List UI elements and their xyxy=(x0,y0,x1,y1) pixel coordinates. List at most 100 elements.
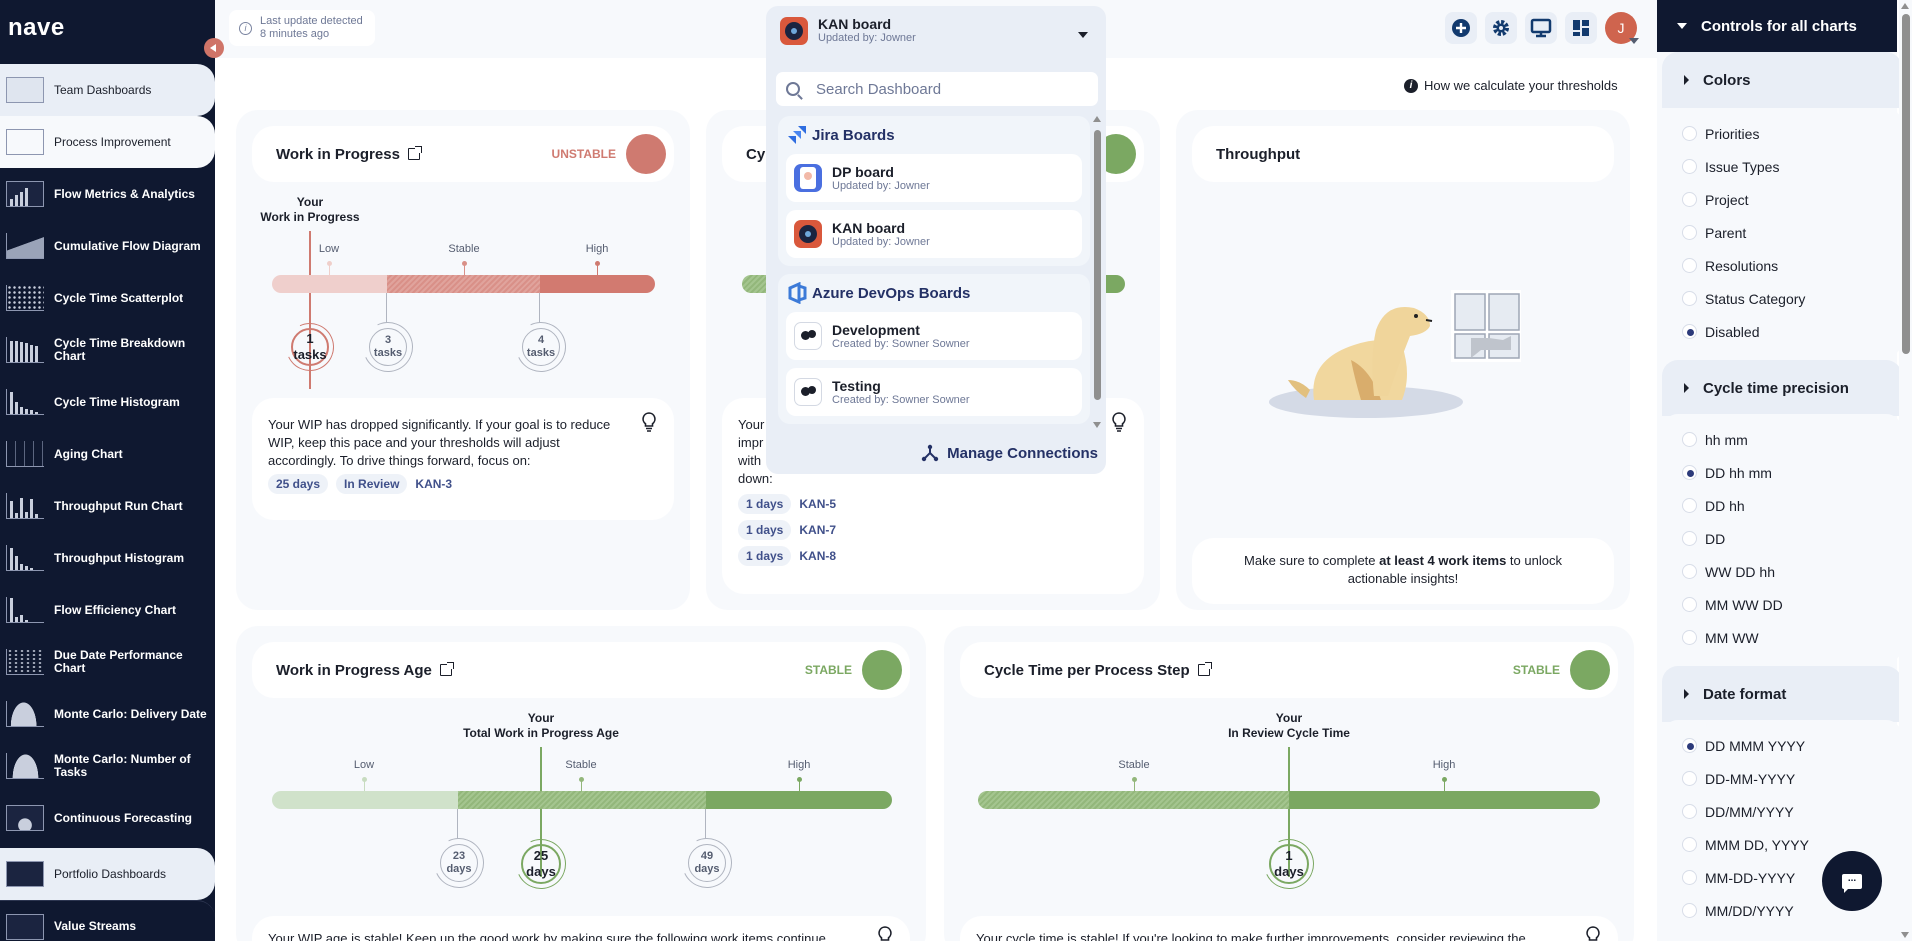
sidebar-item-label: Aging Chart xyxy=(54,446,123,461)
last-update-indicator: i Last update detected 8 minutes ago xyxy=(229,10,375,46)
work-item-link[interactable]: KAN-7 xyxy=(799,523,837,537)
radio-mm-dd-yyyy-slash[interactable]: MM/DD/YYYY xyxy=(1662,894,1902,927)
radio-mmm-dd-yyyy[interactable]: MMM DD, YYYY xyxy=(1662,828,1902,861)
radio-disabled[interactable]: Disabled xyxy=(1662,315,1902,348)
settings-button[interactable] xyxy=(1485,12,1517,44)
breakdown-chart-icon xyxy=(6,337,44,363)
radio-status-category[interactable]: Status Category xyxy=(1662,282,1902,315)
collapse-sidebar-button[interactable] xyxy=(204,38,224,58)
external-link-icon[interactable] xyxy=(439,662,454,676)
radio-priorities[interactable]: Priorities xyxy=(1662,117,1902,150)
radio-dd[interactable]: DD xyxy=(1662,522,1902,555)
info-filled-icon: i xyxy=(1404,78,1418,93)
flow-metrics-icon xyxy=(6,181,44,207)
high-label: High xyxy=(1432,759,1456,771)
sidebar-item-portfolio[interactable]: Portfolio Dashboards xyxy=(0,848,215,900)
sidebar-item-cycle-histogram[interactable]: Cycle Time Histogram xyxy=(0,376,215,428)
sidebar-item-value-streams[interactable]: Value Streams xyxy=(0,900,215,941)
radio-ww-dd-hh[interactable]: WW DD hh xyxy=(1662,555,1902,588)
controls-scrollbar[interactable] xyxy=(1899,0,1912,941)
sidebar-item-flow-efficiency[interactable]: Flow Efficiency Chart xyxy=(0,584,215,636)
nave-logo[interactable]: nave xyxy=(8,14,65,41)
board-item-dp[interactable]: DP board Updated by: Jowner xyxy=(786,154,1082,202)
chat-support-button[interactable]: ... xyxy=(1822,851,1882,911)
low-label: Low xyxy=(318,243,340,255)
your-value-label: Your In Review Cycle Time xyxy=(1228,711,1350,740)
sidebar-item-label: Cumulative Flow Diagram xyxy=(54,238,201,253)
manage-connections-button[interactable]: Manage Connections xyxy=(921,444,1098,462)
sidebar-item-label: Cycle Time Breakdown Chart xyxy=(54,336,186,363)
board-item-testing[interactable]: Testing Created by: Sowner Sowner xyxy=(786,368,1082,416)
sidebar-item-throughput-run[interactable]: Throughput Run Chart xyxy=(0,480,215,532)
layout-button[interactable] xyxy=(1565,12,1597,44)
radio-dd-mm-yyyy-slash[interactable]: DD/MM/YYYY xyxy=(1662,795,1902,828)
sidebar-item-aging[interactable]: Aging Chart xyxy=(0,428,215,480)
sidebar-item-label: Due Date Performance Chart xyxy=(54,648,183,675)
radio-dd-hh[interactable]: DD hh xyxy=(1662,489,1902,522)
sidebar-item-cfd[interactable]: Cumulative Flow Diagram xyxy=(0,220,215,272)
sidebar-item-due-date[interactable]: Due Date Performance Chart xyxy=(0,636,215,688)
unlock-insights-text: Make sure to complete at least 4 work it… xyxy=(1244,553,1562,586)
caret-down-icon xyxy=(1677,23,1687,29)
work-item-link[interactable]: KAN-8 xyxy=(799,549,837,563)
dog-waiting-illustration xyxy=(1269,290,1521,418)
work-item-row: 1 days KAN-5 xyxy=(738,494,836,514)
add-button[interactable] xyxy=(1445,12,1477,44)
cycle-precision-section-toggle[interactable]: Cycle time precision xyxy=(1662,360,1902,416)
chat-icon: ... xyxy=(1842,873,1862,893)
state-tag: In Review xyxy=(336,474,408,494)
team-icon xyxy=(794,378,822,406)
radio-mm-dd-yyyy-dash[interactable]: MM-DD-YYYY xyxy=(1662,861,1902,894)
board-item-kan[interactable]: KAN board Updated by: Jowner xyxy=(786,210,1082,258)
sidebar-item-process-improvement[interactable]: Process Improvement xyxy=(0,116,215,168)
work-item-row: 1 days KAN-7 xyxy=(738,520,836,540)
colors-section-toggle[interactable]: Colors xyxy=(1662,52,1902,108)
radio-parent[interactable]: Parent xyxy=(1662,216,1902,249)
dashboard-search-input[interactable] xyxy=(816,80,1076,98)
sidebar-item-flow-metrics[interactable]: Flow Metrics & Analytics xyxy=(0,168,215,220)
sidebar-item-label: Monte Carlo: Delivery Date xyxy=(54,706,207,721)
date-format-section-toggle[interactable]: Date format xyxy=(1662,666,1902,722)
current-wip-bubble: 1 tasks xyxy=(279,316,341,378)
thresholds-help-link[interactable]: i How we calculate your thresholds xyxy=(1404,78,1618,93)
display-mode-button[interactable] xyxy=(1525,12,1557,44)
radio-dd-mmm-yyyy[interactable]: DD MMM YYYY xyxy=(1662,729,1902,762)
throughput-card: Throughput Make sure to complete at leas… xyxy=(1176,110,1630,610)
card-title: Cycle Time per Process Step xyxy=(984,661,1190,679)
lightbulb-icon xyxy=(878,926,892,941)
radio-issue-types[interactable]: Issue Types xyxy=(1662,150,1902,183)
process-improvement-icon xyxy=(6,129,44,155)
caret-right-icon xyxy=(1684,383,1689,393)
board-item-development[interactable]: Development Created by: Sowner Sowner xyxy=(786,312,1082,360)
work-item-link[interactable]: KAN-3 xyxy=(415,477,453,491)
current-cycle-time-bubble: 1 days xyxy=(1256,831,1322,897)
board-list-scrollbar[interactable] xyxy=(1092,116,1102,428)
current-board-owner: Updated by: Jowner xyxy=(818,32,916,44)
external-link-icon[interactable] xyxy=(1197,662,1212,676)
radio-mm-ww[interactable]: MM WW xyxy=(1662,621,1902,654)
radio-dd-mm-yyyy-dash[interactable]: DD-MM-YYYY xyxy=(1662,762,1902,795)
status-indicator xyxy=(1570,650,1610,690)
user-avatar[interactable]: J xyxy=(1605,12,1639,44)
caret-down-icon[interactable] xyxy=(1078,32,1088,38)
update-label: Last update detected xyxy=(260,15,363,27)
board-selector-toggle[interactable]: KAN board Updated by: Jowner xyxy=(780,16,916,45)
sidebar-item-mc-delivery[interactable]: Monte Carlo: Delivery Date xyxy=(0,688,215,740)
sidebar-item-team-dashboards[interactable]: Team Dashboards xyxy=(0,64,215,116)
radio-hh-mm[interactable]: hh mm xyxy=(1662,423,1902,456)
sidebar-item-mc-tasks[interactable]: Monte Carlo: Number of Tasks xyxy=(0,740,215,792)
sidebar-item-scatterplot[interactable]: Cycle Time Scatterplot xyxy=(0,272,215,324)
external-link-icon[interactable] xyxy=(407,146,422,160)
sidebar-item-label: Flow Efficiency Chart xyxy=(54,602,177,617)
sidebar-item-throughput-histogram[interactable]: Throughput Histogram xyxy=(0,532,215,584)
radio-project[interactable]: Project xyxy=(1662,183,1902,216)
radio-dd-hh-mm[interactable]: DD hh mm xyxy=(1662,456,1902,489)
sidebar-item-label: Cycle Time Histogram xyxy=(54,394,180,409)
sidebar-item-breakdown[interactable]: Cycle Time Breakdown Chart xyxy=(0,324,215,376)
radio-mm-ww-dd[interactable]: MM WW DD xyxy=(1662,588,1902,621)
radio-resolutions[interactable]: Resolutions xyxy=(1662,249,1902,282)
thresholds-link-label: How we calculate your thresholds xyxy=(1424,78,1618,93)
sidebar-item-forecasting[interactable]: Continuous Forecasting xyxy=(0,792,215,844)
controls-panel-header[interactable]: Controls for all charts xyxy=(1657,0,1897,52)
work-item-link[interactable]: KAN-5 xyxy=(799,497,837,511)
